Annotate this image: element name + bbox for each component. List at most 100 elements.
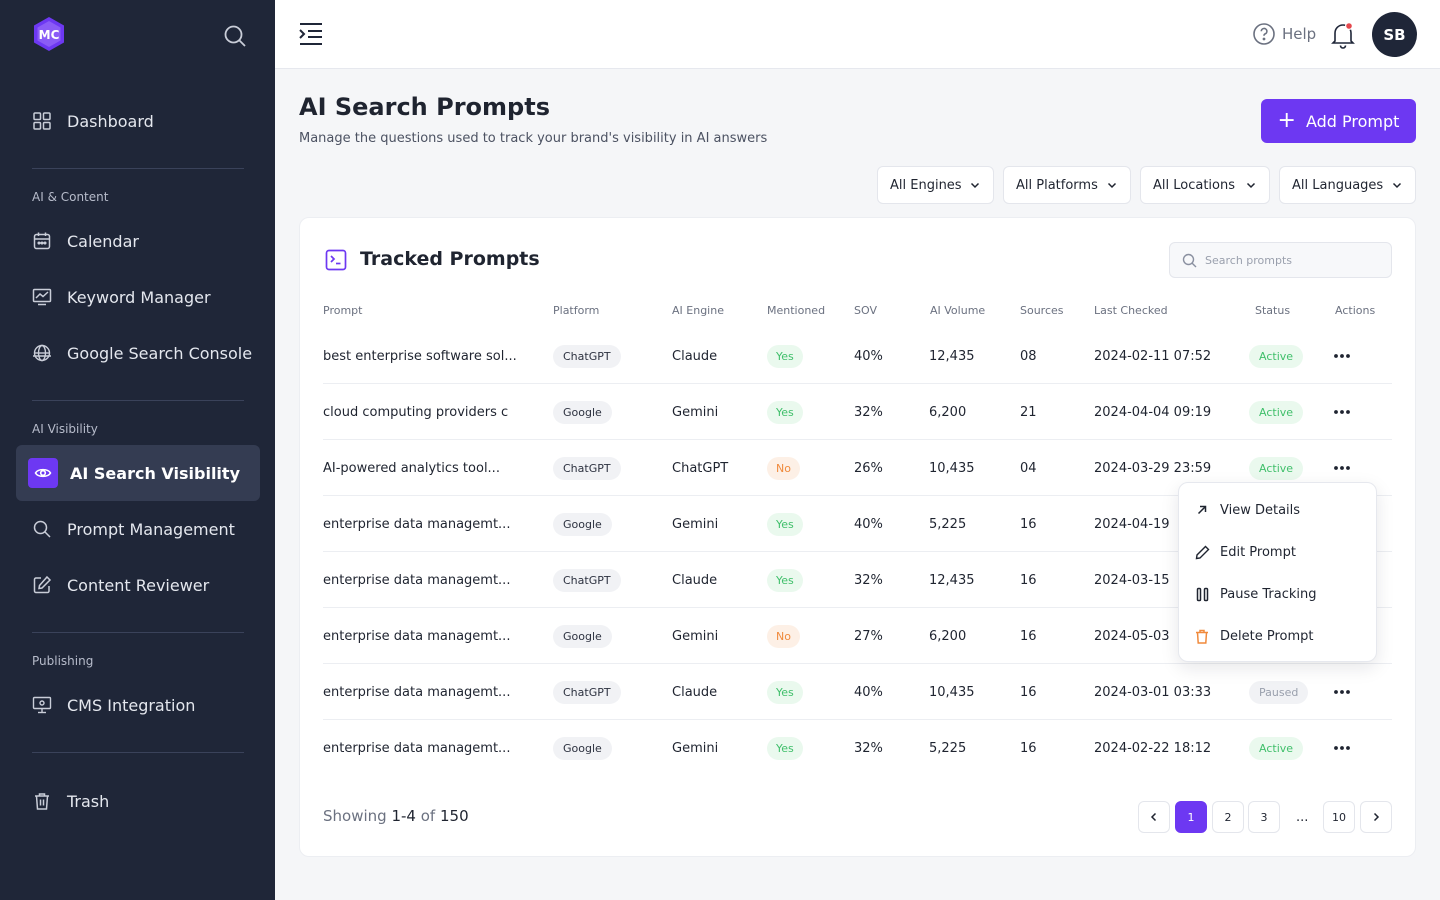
- filter-engines[interactable]: All Engines: [877, 166, 994, 204]
- sidebar-divider: [32, 400, 244, 401]
- table-row[interactable]: AI-powered analytics tool... ChatGPT ChatG…: [323, 440, 1392, 496]
- mentioned-badge: Yes: [767, 512, 803, 536]
- chevron-right-icon: [1373, 812, 1380, 822]
- col-header-sources: Sources: [1020, 304, 1064, 317]
- sidebar-item-dashboard[interactable]: Dashboard: [16, 93, 260, 149]
- table-row[interactable]: enterprise data managemt... Google Gemini N…: [323, 608, 1392, 664]
- sidebar-item-label: Content Reviewer: [67, 575, 210, 595]
- sources-cell: 21: [1020, 384, 1037, 440]
- avatar[interactable]: SB: [1372, 12, 1417, 57]
- status-cell: Active: [1249, 720, 1304, 776]
- col-header-platform: Platform: [553, 304, 600, 317]
- sidebar-item-trash[interactable]: Trash: [16, 773, 260, 829]
- next-page-button[interactable]: [1360, 801, 1392, 833]
- search-icon[interactable]: [222, 23, 248, 49]
- chevron-down-icon: [1107, 182, 1117, 189]
- sidebar-item-label: Keyword Manager: [67, 287, 211, 307]
- prompt-cell: enterprise data managemt...: [323, 720, 510, 776]
- section-label-ai-visibility: AI Visibility: [32, 422, 98, 436]
- monitor-icon: [31, 694, 53, 716]
- page-button-1[interactable]: 1: [1175, 801, 1207, 833]
- volume-cell: 5,225: [929, 516, 967, 532]
- volume-cell: 6,200: [929, 628, 967, 644]
- sidebar-item-calendar[interactable]: Calendar: [16, 213, 260, 269]
- prev-page-button[interactable]: [1138, 801, 1170, 833]
- page-button-10[interactable]: 10: [1323, 801, 1355, 833]
- page-button-3[interactable]: 3: [1248, 801, 1280, 833]
- sidebar-item-keyword-manager[interactable]: Keyword Manager: [16, 269, 260, 325]
- trash-icon: [31, 790, 53, 812]
- filter-platforms[interactable]: All Platforms: [1003, 166, 1131, 204]
- showing-prefix: Showing: [323, 807, 387, 825]
- search-icon: [31, 518, 53, 540]
- platform-cell: ChatGPT: [553, 664, 621, 720]
- card-title: Tracked Prompts: [360, 248, 540, 270]
- prompt-search[interactable]: [1169, 242, 1392, 278]
- search-input[interactable]: [1205, 253, 1385, 267]
- menu-item-edit-prompt[interactable]: Edit Prompt: [1179, 531, 1378, 573]
- more-options-icon[interactable]: [1333, 664, 1351, 720]
- more-options-icon[interactable]: [1333, 720, 1351, 776]
- platform-cell: Google: [553, 496, 612, 552]
- prompt-cell: enterprise data managemt...: [323, 552, 510, 608]
- add-prompt-label: Add Prompt: [1305, 111, 1400, 131]
- prompt-cell: enterprise data managemt...: [323, 684, 511, 700]
- last-checked-cell: 2024-03-01 03:33: [1094, 684, 1212, 700]
- sidebar-divider: [32, 632, 244, 633]
- page-button-2[interactable]: 2: [1212, 801, 1244, 833]
- pause-icon: [1194, 586, 1210, 602]
- more-options-icon[interactable]: [1333, 328, 1351, 384]
- sidebar-item-label: Dashboard: [67, 111, 154, 131]
- filter-label: All Platforms: [1016, 177, 1098, 193]
- last-checked-cell: 2024-05-03: [1094, 608, 1170, 664]
- notification-bell-icon[interactable]: [1330, 21, 1356, 49]
- filter-locations[interactable]: All Locations: [1140, 166, 1270, 204]
- sov-cell: 27%: [854, 628, 883, 644]
- sources-cell: 16: [1020, 720, 1037, 776]
- menu-item-pause-tracking[interactable]: Pause Tracking: [1179, 573, 1378, 615]
- table-row[interactable]: best enterprise software sol... ChatGPT Cl…: [323, 328, 1392, 384]
- sidebar-item-prompt-management[interactable]: Prompt Management: [16, 501, 260, 557]
- mentioned-cell: Yes: [767, 720, 803, 776]
- platform-badge: Google: [553, 400, 612, 424]
- menu-item-delete-prompt[interactable]: Delete Prompt: [1179, 615, 1378, 657]
- prompt-cell: enterprise data managemt...: [323, 516, 511, 532]
- grid-icon: [31, 110, 53, 132]
- mentioned-badge: Yes: [767, 680, 803, 704]
- volume-cell: 12,435: [929, 348, 975, 364]
- status-badge: Active: [1249, 736, 1304, 760]
- table-row[interactable]: enterprise data managemt... ChatGPT Claude…: [323, 552, 1392, 608]
- status-cell: Active: [1249, 328, 1304, 384]
- table-row[interactable]: enterprise data managemt... ChatGPT Claude…: [323, 664, 1392, 720]
- edit-icon: [31, 574, 53, 596]
- sources-cell: 04: [1020, 440, 1037, 496]
- last-checked-cell: 2024-03-29 23:59: [1094, 460, 1212, 476]
- table-row[interactable]: enterprise data managemt... Google Gemini Y…: [323, 720, 1392, 776]
- table-row[interactable]: enterprise data managemt... Google Gemini Y…: [323, 496, 1392, 552]
- sidebar-item-cms-integration[interactable]: CMS Integration: [16, 677, 260, 733]
- prompt-cell: best enterprise software sol...: [323, 328, 517, 384]
- app-logo[interactable]: MC: [31, 16, 67, 52]
- mentioned-badge: No: [767, 456, 800, 480]
- sidebar-item-ai-search-visibility[interactable]: AI Search Visibility: [16, 445, 260, 501]
- table-row[interactable]: cloud computing providers c Google Gemini Y…: [323, 384, 1392, 440]
- menu-toggle-icon[interactable]: [297, 20, 325, 48]
- sidebar-item-google-search-console[interactable]: Google Search Console: [16, 325, 260, 381]
- sidebar-item-content-reviewer[interactable]: Content Reviewer: [16, 557, 260, 613]
- engine-cell: ChatGPT: [672, 460, 729, 476]
- chevron-down-icon: [1392, 182, 1402, 189]
- add-prompt-button[interactable]: + Add Prompt: [1261, 99, 1416, 143]
- menu-item-view-details[interactable]: View Details: [1179, 489, 1378, 531]
- more-options-icon[interactable]: [1333, 384, 1351, 440]
- filter-languages[interactable]: All Languages: [1279, 166, 1416, 204]
- sources-cell: 16: [1020, 684, 1037, 700]
- help-button[interactable]: Help: [1252, 22, 1316, 46]
- platform-badge: Google: [553, 624, 612, 648]
- last-checked-cell: 2024-04-04 09:19: [1094, 384, 1211, 440]
- sov-cell: 32%: [854, 740, 883, 756]
- more-options-icon[interactable]: [1333, 440, 1351, 496]
- status-badge: Active: [1249, 400, 1304, 424]
- filter-label: All Languages: [1292, 177, 1384, 193]
- status-cell: Active: [1249, 384, 1304, 440]
- svg-text:MC: MC: [39, 28, 60, 42]
